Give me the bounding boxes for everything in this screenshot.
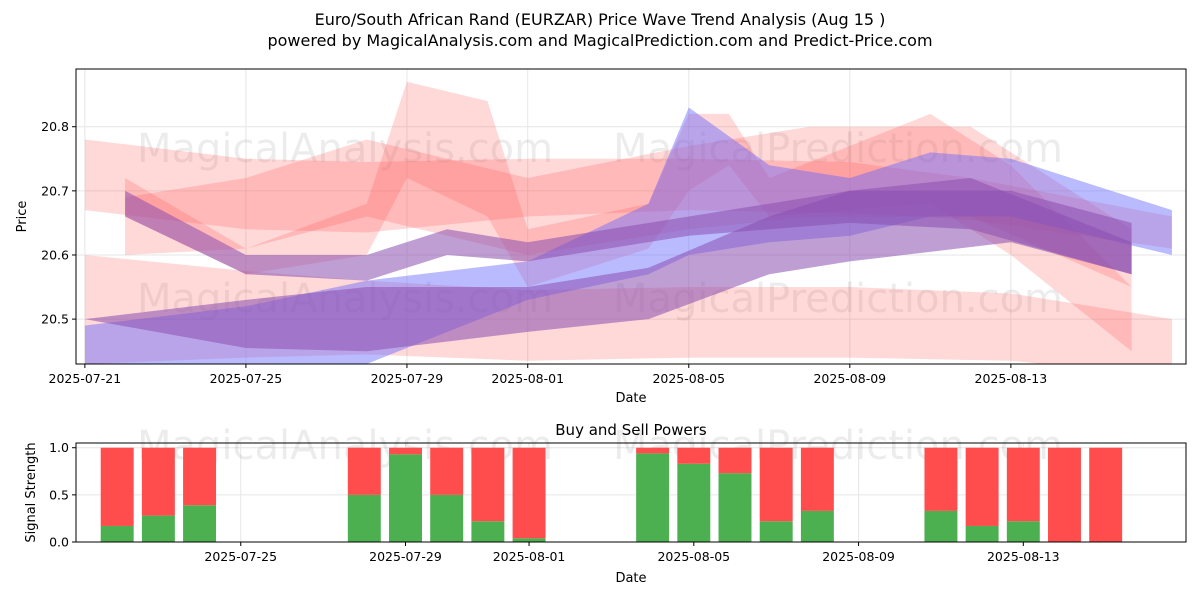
buy-bar (636, 453, 670, 542)
buy-bar (1006, 521, 1040, 542)
buy-bar (718, 473, 752, 542)
buy-bar (965, 525, 999, 542)
sell-bar (389, 447, 422, 455)
price-y-tick-label: 20.5 (41, 312, 69, 327)
sell-bar (718, 447, 752, 474)
sell-bar (1006, 447, 1040, 522)
chart-title: Euro/South African Rand (EURZAR) Price W… (314, 10, 886, 29)
power-y-tick-label: 0.0 (49, 535, 69, 550)
sell-bar (1089, 447, 1123, 542)
power-bars (100, 447, 1123, 542)
chart-subtitle: powered by MagicalAnalysis.com and Magic… (267, 31, 933, 50)
sell-bar (1048, 447, 1081, 542)
power-x-tick-label: 2025-07-25 (204, 549, 277, 564)
sell-bar (471, 447, 505, 522)
price-band-red-0 (84, 139, 1172, 249)
buy-bar (471, 521, 505, 542)
price-x-tick-label: 2025-07-25 (210, 371, 283, 386)
sell-bar (800, 447, 834, 511)
price-band-red-2 (125, 81, 1132, 352)
sell-bar (100, 447, 134, 526)
price-x-tick-label: 2025-07-21 (49, 371, 122, 386)
buy-bar (759, 521, 793, 542)
buy-bar (677, 463, 711, 542)
watermark-text: MagicalAnalysis.com (137, 126, 553, 172)
buy-bar (512, 538, 546, 542)
buy-bar (430, 494, 464, 542)
buy-bar (183, 505, 217, 542)
price-panel: MagicalAnalysis.com MagicalPrediction.com… (15, 68, 1187, 406)
power-x-tick-label: 2025-08-01 (493, 549, 566, 564)
price-y-tick-label: 20.8 (41, 119, 69, 134)
power-y-tick-label: 1.0 (49, 440, 69, 455)
price-x-tick-label: 2025-08-13 (975, 371, 1048, 386)
sell-bar (677, 447, 711, 464)
sell-bar (430, 447, 464, 495)
price-x-axis-label: Date (615, 391, 646, 406)
sell-bar (924, 447, 958, 511)
power-x-axis-label: Date (615, 571, 646, 586)
price-x-tick-label: 2025-08-01 (491, 371, 564, 386)
buy-bar (100, 525, 134, 542)
power-x-tick-label: 2025-08-13 (987, 549, 1060, 564)
buy-bar (924, 510, 958, 542)
sell-bar (759, 447, 793, 522)
power-y-tick-label: 0.5 (49, 487, 69, 502)
watermark-text: MagicalPrediction.com (613, 126, 1063, 172)
power-plot-area (76, 443, 1186, 542)
power-panel: MagicalAnalysis.com MagicalPrediction.com… (24, 421, 1187, 586)
sell-bar (636, 447, 670, 454)
price-y-tick-label: 20.6 (41, 247, 69, 262)
buy-bar (347, 494, 381, 542)
buy-bar (800, 510, 834, 542)
sell-bar (183, 447, 217, 506)
price-x-tick-label: 2025-07-29 (371, 371, 444, 386)
price-y-axis-label: Price (15, 201, 30, 233)
price-x-tick-label: 2025-08-05 (652, 371, 725, 386)
sell-bar (965, 447, 999, 526)
price-x-tick-label: 2025-08-09 (813, 371, 886, 386)
sell-bar (347, 447, 381, 495)
buy-bar (141, 515, 175, 542)
price-band-red-3 (125, 126, 1132, 287)
price-band-purple-6 (125, 178, 1132, 281)
power-x-tick-label: 2025-07-29 (369, 549, 442, 564)
price-band-purple-5 (84, 190, 1132, 352)
power-chart-title: Buy and Sell Powers (555, 421, 707, 439)
sell-bar (512, 447, 546, 539)
power-x-tick-label: 2025-08-09 (822, 549, 895, 564)
power-y-axis-label: Signal Strength (24, 442, 39, 542)
price-axes-frame (75, 68, 1187, 365)
power-x-tick-label: 2025-08-05 (657, 549, 730, 564)
price-bands (84, 81, 1172, 364)
sell-bar (141, 447, 175, 516)
price-y-tick-label: 20.7 (41, 183, 69, 198)
power-axes-frame (75, 442, 1187, 543)
buy-bar (389, 454, 422, 542)
